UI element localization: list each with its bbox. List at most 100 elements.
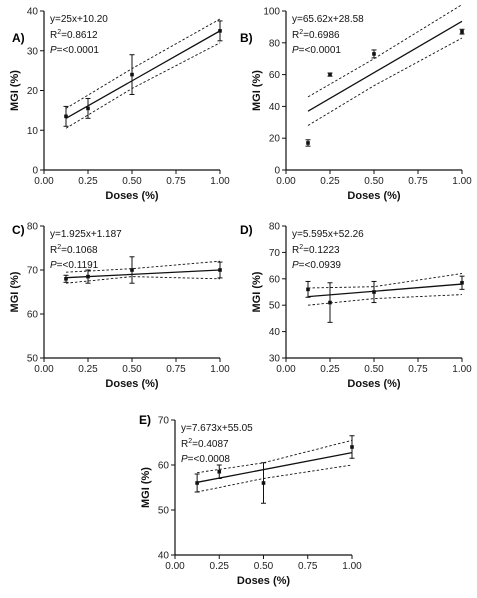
chart-e-y-axis-label: MGI (%) bbox=[140, 467, 152, 508]
chart-a-data-point bbox=[64, 114, 68, 119]
chart-d-x-axis-label: Doses (%) bbox=[347, 378, 401, 390]
chart-a-p-value: P=<0.0001 bbox=[50, 45, 99, 56]
chart-d-y-tick-label: 60 bbox=[269, 274, 281, 285]
chart-c-y-tick-label: 70 bbox=[27, 266, 39, 277]
chart-e-y-tick-label: 50 bbox=[158, 506, 170, 517]
chart-e-y-tick-label: 40 bbox=[158, 551, 170, 562]
chart-c-x-tick-label: 1.00 bbox=[210, 364, 230, 375]
chart-b-x-tick-label: 0.50 bbox=[364, 176, 384, 187]
chart-d-x-tick-label: 0.75 bbox=[408, 364, 428, 375]
chart-a-data-point bbox=[86, 106, 90, 111]
chart-c-data-point bbox=[218, 268, 222, 272]
chart-d-y-tick-label: 40 bbox=[269, 327, 281, 338]
chart-e-x-tick-label: 0.75 bbox=[298, 561, 318, 572]
chart-a-equation: y=25x+10.20 bbox=[50, 14, 108, 25]
chart-b-x-tick-label: 0.25 bbox=[320, 176, 340, 187]
chart-b-r-squared: R2=0.6986 bbox=[292, 29, 340, 41]
chart-d-data-point bbox=[306, 287, 310, 292]
chart-b-ci-lower bbox=[307, 37, 463, 126]
chart-b-y-tick-label: 100 bbox=[263, 7, 280, 18]
chart-b-regression-line bbox=[307, 20, 463, 112]
chart-b-ci-upper bbox=[307, 4, 463, 98]
chart-d-y-tick-label: 50 bbox=[269, 301, 281, 312]
chart-a-y-tick-label: 30 bbox=[27, 46, 39, 57]
chart-b-y-tick-label: 0 bbox=[274, 166, 280, 177]
chart-c-y-tick-label: 60 bbox=[27, 310, 39, 321]
chart-a-y-tick-label: 0 bbox=[32, 166, 38, 177]
chart-e-data-point bbox=[195, 481, 199, 485]
chart-d-equation: y=5.595x+52.26 bbox=[292, 229, 364, 240]
chart-c: C) 50 60 70 80 0.00 0.25 0.50 0.75 1.00 Doses (%) M… bbox=[9, 222, 230, 391]
chart-b-equation: y=65.62x+28.58 bbox=[292, 14, 364, 25]
chart-c-y-axis-label: MGI (%) bbox=[9, 271, 21, 312]
chart-a-x-tick-label: 0.75 bbox=[166, 176, 186, 187]
chart-a-data-point bbox=[130, 72, 134, 77]
chart-a-x-tick-label: 1.00 bbox=[210, 176, 230, 187]
chart-d-x-tick-label: 0.50 bbox=[364, 364, 384, 375]
chart-a-x-tick-label: 0.50 bbox=[122, 176, 142, 187]
chart-d-x-tick-label: 1.00 bbox=[452, 364, 472, 375]
chart-a-regression-line bbox=[65, 30, 221, 119]
chart-c-y-tick-label: 80 bbox=[27, 222, 39, 233]
chart-d-regression-line bbox=[307, 283, 463, 298]
chart-c-regression-line bbox=[65, 269, 221, 279]
chart-d-data-point bbox=[460, 280, 464, 285]
chart-a-data-point bbox=[218, 29, 222, 33]
chart-e-ci-upper bbox=[197, 439, 353, 474]
chart-b-y-tick-label: 40 bbox=[269, 102, 281, 113]
chart-b-x-axis-label: Doses (%) bbox=[347, 190, 401, 202]
chart-e-x-tick-label: 0.25 bbox=[210, 561, 230, 572]
chart-b-x-tick-label: 0.00 bbox=[276, 176, 296, 187]
chart-a-y-tick-label: 10 bbox=[27, 126, 39, 137]
chart-b: B) 0 20 40 60 80 100 0.00 0.25 0.50 0.75 1.00 Doses … bbox=[240, 4, 472, 202]
chart-b-y-axis-label: MGI (%) bbox=[251, 70, 263, 111]
chart-c-x-tick-label: 0.50 bbox=[122, 364, 142, 375]
chart-e-regression-line bbox=[197, 451, 353, 483]
chart-b-data-point bbox=[306, 141, 310, 145]
chart-e-data-point bbox=[217, 469, 222, 474]
chart-a-x-tick-label: 0.00 bbox=[34, 176, 54, 187]
chart-c-panel-letter: C) bbox=[12, 223, 25, 237]
chart-d-r-squared: R2=0.1223 bbox=[292, 244, 340, 256]
chart-c-data-point bbox=[86, 274, 90, 279]
chart-a-x-axis-label: Doses (%) bbox=[105, 190, 159, 202]
chart-c-x-tick-label: 0.75 bbox=[166, 364, 186, 375]
chart-c-data-point bbox=[130, 268, 134, 272]
chart-e-x-tick-label: 0.00 bbox=[165, 561, 185, 572]
chart-e-x-tick-label: 1.00 bbox=[342, 561, 362, 572]
chart-a-r-squared: R2=0.8612 bbox=[50, 29, 98, 41]
chart-a: A) 0 10 20 30 40 0.00 0.25 0.50 0.75 1.00 Doses (%)… bbox=[9, 7, 230, 203]
chart-b-y-tick-label: 80 bbox=[269, 38, 281, 49]
chart-a-x-tick-label: 0.25 bbox=[78, 176, 98, 187]
chart-b-data-point bbox=[460, 29, 464, 34]
chart-b-x-tick-label: 0.75 bbox=[408, 176, 428, 187]
chart-d-data-point bbox=[372, 290, 376, 294]
chart-b-data-point bbox=[328, 72, 332, 77]
chart-d-x-tick-label: 0.25 bbox=[320, 364, 340, 375]
chart-b-panel-letter: B) bbox=[240, 31, 253, 45]
chart-c-x-tick-label: 0.00 bbox=[34, 364, 54, 375]
chart-e-x-axis-label: Doses (%) bbox=[237, 575, 291, 587]
chart-d-x-tick-label: 0.00 bbox=[276, 364, 296, 375]
chart-d-y-tick-label: 80 bbox=[269, 222, 281, 233]
chart-c-x-axis-label: Doses (%) bbox=[105, 378, 159, 390]
chart-e-data-point bbox=[261, 481, 266, 485]
chart-e-y-tick-label: 70 bbox=[158, 416, 170, 427]
chart-a-panel-letter: A) bbox=[12, 31, 25, 45]
chart-e-panel-letter: E) bbox=[139, 413, 151, 427]
chart-a-y-tick-label: 40 bbox=[27, 7, 39, 18]
chart-c-r-squared: R2=0.1068 bbox=[50, 244, 98, 256]
chart-d: D) 30 40 50 60 70 80 0.00 0.25 0.50 0.75 1.00 Doses … bbox=[240, 222, 472, 391]
chart-e-equation: y=7.673x+55.05 bbox=[181, 423, 253, 434]
chart-e-p-value: P=<0.0008 bbox=[181, 454, 230, 465]
chart-e-data-point bbox=[350, 445, 354, 449]
chart-e: E) 40 50 60 70 0.00 0.25 0.50 0.75 1.00 Doses (%) M… bbox=[139, 413, 362, 587]
chart-e-x-tick-label: 0.50 bbox=[254, 561, 274, 572]
chart-c-p-value: P=<0.1191 bbox=[50, 260, 99, 271]
chart-d-y-tick-label: 30 bbox=[269, 354, 281, 365]
chart-a-y-tick-label: 20 bbox=[27, 86, 39, 97]
chart-c-data-point bbox=[64, 277, 68, 281]
chart-b-x-tick-label: 1.00 bbox=[452, 176, 472, 187]
chart-d-y-axis-label: MGI (%) bbox=[251, 271, 263, 312]
